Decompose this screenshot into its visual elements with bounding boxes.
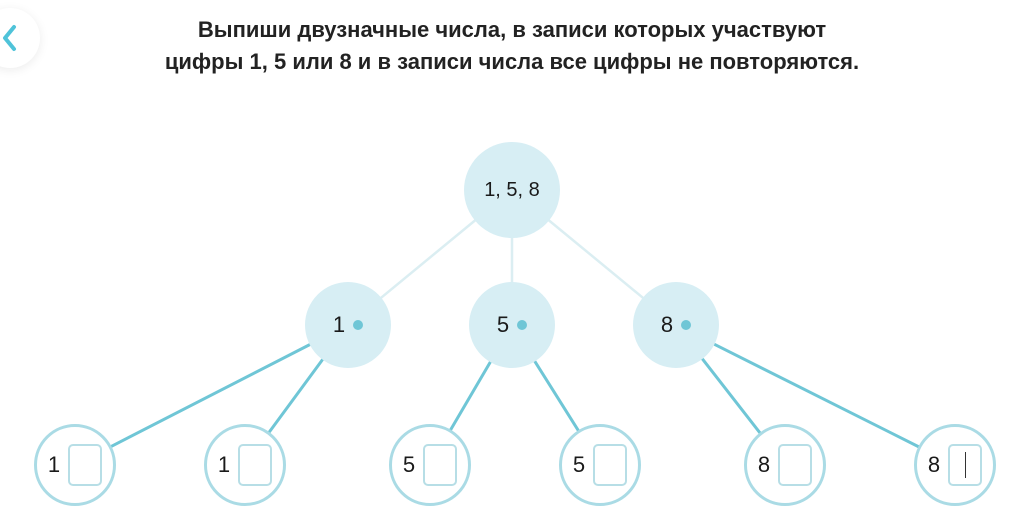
leaf-prefix: 5: [403, 452, 415, 478]
dot-icon: [353, 320, 363, 330]
root-node: 1, 5, 8: [464, 142, 560, 238]
digit-input[interactable]: [948, 444, 982, 486]
digit-input[interactable]: [68, 444, 102, 486]
mid-node-8[interactable]: 8: [633, 282, 719, 368]
mid-label: 8: [661, 312, 673, 338]
leaf-node: 5: [559, 424, 641, 506]
leaf-node: 5: [389, 424, 471, 506]
root-label: 1, 5, 8: [484, 179, 540, 202]
mid-label: 5: [497, 312, 509, 338]
leaf-prefix: 8: [928, 452, 940, 478]
digit-input[interactable]: [423, 444, 457, 486]
mid-node-5[interactable]: 5: [469, 282, 555, 368]
dot-icon: [681, 320, 691, 330]
tree-edges: [0, 0, 1024, 526]
text-cursor: [965, 452, 966, 478]
dot-icon: [517, 320, 527, 330]
tree-diagram: 1, 5, 8158115588: [0, 0, 1024, 526]
digit-input[interactable]: [238, 444, 272, 486]
leaf-node: 8: [914, 424, 996, 506]
leaf-node: 1: [34, 424, 116, 506]
leaf-prefix: 5: [573, 452, 585, 478]
leaf-prefix: 1: [218, 452, 230, 478]
digit-input[interactable]: [778, 444, 812, 486]
leaf-prefix: 8: [758, 452, 770, 478]
mid-node-1[interactable]: 1: [305, 282, 391, 368]
leaf-prefix: 1: [48, 452, 60, 478]
digit-input[interactable]: [593, 444, 627, 486]
leaf-node: 1: [204, 424, 286, 506]
leaf-node: 8: [744, 424, 826, 506]
mid-label: 1: [333, 312, 345, 338]
